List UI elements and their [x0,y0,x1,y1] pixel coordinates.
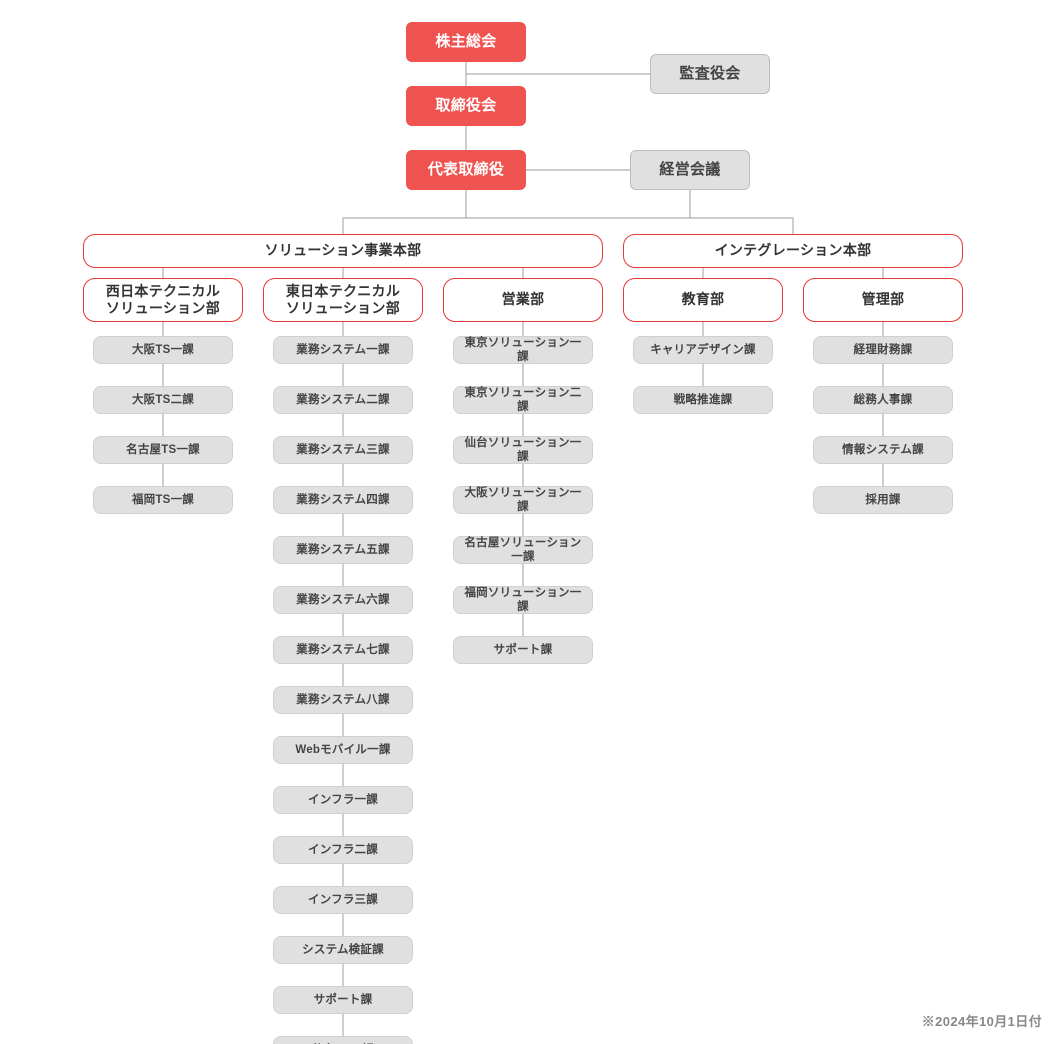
dept-west-leaf-0: 大阪TS一課 [93,336,233,364]
dept-admin-leaf-1: 総務人事課 [813,386,953,414]
dept-west-leaf-3: 福岡TS一課 [93,486,233,514]
dept-sales-leaf-3: 大阪ソリューション一課 [453,486,593,514]
dept-east-leaf-6: 業務システム七課 [273,636,413,664]
dept-sales-box: 営業部 [443,278,603,322]
dept-east-leaf-9: インフラ一課 [273,786,413,814]
dept-east-leaf-5: 業務システム六課 [273,586,413,614]
sol-div-box: ソリューション事業本部 [83,234,603,268]
dept-admin-leaf-2: 情報システム課 [813,436,953,464]
dept-west-leaf-1: 大阪TS二課 [93,386,233,414]
int-div-box: インテグレーション本部 [623,234,963,268]
dept-sales-leaf-4: 名古屋ソリューション一課 [453,536,593,564]
dept-east-leaf-4: 業務システム五課 [273,536,413,564]
connector-layer [0,0,1060,1044]
dept-east-leaf-12: システム検証課 [273,936,413,964]
org-chart: ※2024年10月1日付 株主総会取締役会代表取締役 監査役会経営会議ソリューショ… [0,0,1060,1044]
dept-edu-leaf-1: 戦略推進課 [633,386,773,414]
dept-east-leaf-1: 業務システム二課 [273,386,413,414]
dept-admin-leaf-0: 経理財務課 [813,336,953,364]
dept-edu-box: 教育部 [623,278,783,322]
dept-sales-leaf-1: 東京ソリューション二課 [453,386,593,414]
management-box: 経営会議 [630,150,750,190]
dept-edu-leaf-0: キャリアデザイン課 [633,336,773,364]
dept-sales-leaf-2: 仙台ソリューション一課 [453,436,593,464]
dept-west-box: 西日本テクニカル ソリューション部 [83,278,243,322]
dept-sales-leaf-6: サポート課 [453,636,593,664]
footnote: ※2024年10月1日付 [922,1011,1042,1030]
president-box: 代表取締役 [406,150,526,190]
audit-box: 監査役会 [650,54,770,94]
dept-east-leaf-2: 業務システム三課 [273,436,413,464]
dept-sales-leaf-5: 福岡ソリューション一課 [453,586,593,614]
dept-east-leaf-0: 業務システム一課 [273,336,413,364]
dept-east-leaf-10: インフラ二課 [273,836,413,864]
shareholders-box: 株主総会 [406,22,526,62]
dept-east-box: 東日本テクニカル ソリューション部 [263,278,423,322]
dept-east-leaf-3: 業務システム四課 [273,486,413,514]
dept-east-leaf-11: インフラ三課 [273,886,413,914]
board-box: 取締役会 [406,86,526,126]
dept-east-leaf-7: 業務システム八課 [273,686,413,714]
dept-east-leaf-13: サポート課 [273,986,413,1014]
dept-admin-box: 管理部 [803,278,963,322]
dept-east-leaf-8: Webモバイル一課 [273,736,413,764]
dept-east-leaf-14: 仙台TS一課 [273,1036,413,1044]
dept-west-leaf-2: 名古屋TS一課 [93,436,233,464]
dept-admin-leaf-3: 採用課 [813,486,953,514]
dept-sales-leaf-0: 東京ソリューション一課 [453,336,593,364]
